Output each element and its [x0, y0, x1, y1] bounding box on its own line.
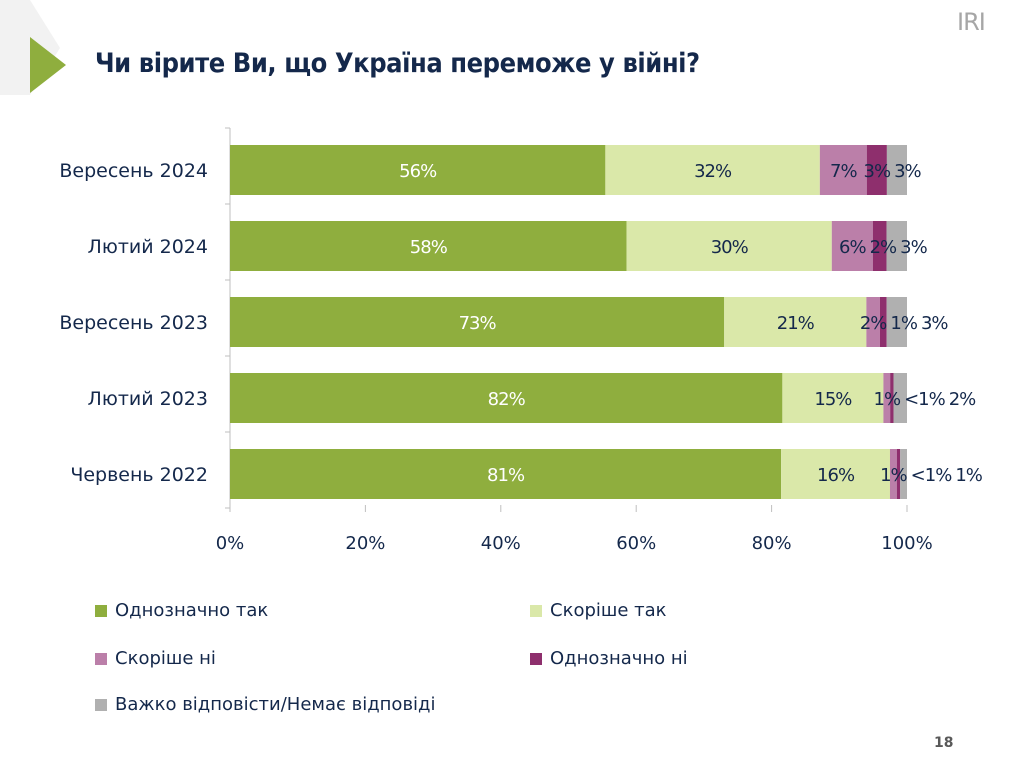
legend-label: Скоріше так: [550, 600, 667, 621]
data-label: 1%: [880, 465, 907, 486]
x-tick-label: 40%: [481, 533, 521, 554]
data-label: 56%: [399, 161, 437, 182]
data-label: 7%: [830, 161, 857, 182]
bar-segment: [781, 449, 890, 499]
legend-swatch: [95, 698, 107, 711]
bar-segment: [886, 297, 907, 347]
legend-item: Важко відповісти/Немає відповіді: [95, 694, 436, 715]
legend-label: Однозначно ні: [550, 648, 688, 669]
data-label: 3%: [900, 237, 927, 258]
data-label: 58%: [410, 237, 448, 258]
legend-item: Однозначно ні: [530, 648, 688, 669]
legend-label: Важко відповісти/Немає відповіді: [115, 694, 436, 715]
data-label: 6%: [839, 237, 866, 258]
data-label: 3%: [894, 161, 921, 182]
legend-swatch: [530, 652, 542, 665]
x-tick-label: 0%: [216, 533, 245, 554]
bar-segment: [893, 373, 907, 423]
bar-segment: [782, 373, 884, 423]
bar-segment: [872, 221, 887, 271]
category-label: Лютий 2023: [88, 388, 208, 410]
x-tick-label: 100%: [881, 533, 932, 554]
green-arrow-icon: [30, 37, 66, 93]
bar-segment: [866, 145, 887, 195]
data-label: 30%: [711, 237, 749, 258]
legend-item: Скоріше ні: [95, 648, 216, 669]
data-label: 1%: [955, 465, 982, 486]
data-label: 2%: [860, 313, 887, 334]
page-title: Чи вірите Ви, що Україна переможе у війн…: [95, 48, 700, 79]
iri-logo: IRI: [957, 8, 986, 36]
category-label: Червень 2022: [70, 464, 208, 486]
bar-segment: [230, 145, 606, 195]
legend-item: Скоріше так: [530, 600, 667, 621]
bar-segment: [886, 145, 907, 195]
bar-segment: [626, 221, 832, 271]
bar-segment: [886, 221, 907, 271]
legend-swatch: [95, 652, 107, 665]
data-label: <1%: [904, 389, 946, 410]
data-label: 73%: [459, 313, 497, 334]
bar-segment: [896, 449, 901, 499]
legend-label: Скоріше ні: [115, 648, 216, 669]
page-number: 18: [934, 735, 954, 751]
bar-segment: [879, 297, 887, 347]
bar-segment: [900, 449, 907, 499]
legend-swatch: [95, 604, 107, 617]
bar-segment: [605, 145, 820, 195]
data-label: 2%: [949, 389, 976, 410]
legend-label: Однозначно так: [115, 600, 269, 621]
data-label: 16%: [817, 465, 855, 486]
bar-segment: [889, 449, 897, 499]
x-tick-label: 60%: [616, 533, 656, 554]
data-label: 2%: [870, 237, 897, 258]
data-label: 1%: [890, 313, 917, 334]
category-label: Лютий 2024: [88, 236, 208, 258]
data-label: <1%: [911, 465, 953, 486]
category-label: Вересень 2023: [59, 312, 208, 334]
category-label: Вересень 2024: [59, 160, 208, 182]
bar-segment: [866, 297, 880, 347]
bar-segment: [230, 449, 782, 499]
bar-segment: [831, 221, 873, 271]
data-label: 15%: [814, 389, 852, 410]
data-label: 82%: [488, 389, 526, 410]
bar-segment: [230, 297, 725, 347]
bar-segment: [883, 373, 891, 423]
data-label: 3%: [864, 161, 891, 182]
data-label: 1%: [874, 389, 901, 410]
bar-segment: [230, 221, 627, 271]
x-tick-label: 80%: [752, 533, 792, 554]
data-label: 3%: [921, 313, 948, 334]
bar-segment: [819, 145, 867, 195]
legend-swatch: [530, 604, 542, 617]
data-label: 81%: [487, 465, 525, 486]
x-tick-label: 20%: [345, 533, 385, 554]
slide-decoration: [0, 0, 66, 95]
bar-segment: [724, 297, 867, 347]
data-label: 32%: [694, 161, 732, 182]
bar-segment: [230, 373, 783, 423]
data-label: 21%: [777, 313, 815, 334]
legend-item: Однозначно так: [95, 600, 268, 621]
bar-segment: [890, 373, 894, 423]
